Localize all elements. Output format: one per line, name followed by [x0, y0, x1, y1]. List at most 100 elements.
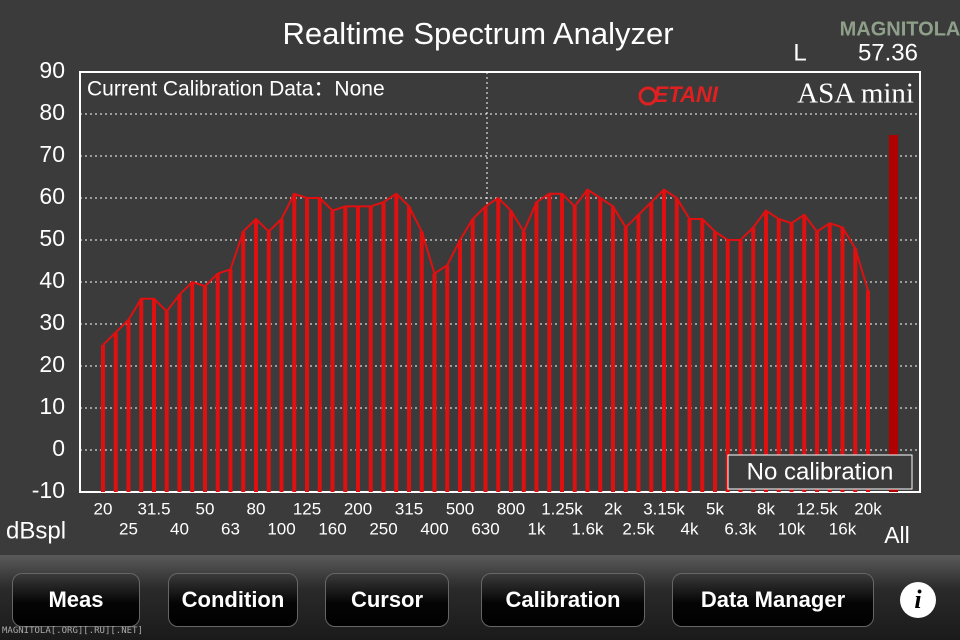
x-tick-label: 1.6k — [571, 519, 604, 538]
bar — [368, 206, 373, 492]
toolbar-button[interactable]: Meas — [12, 573, 140, 627]
bar — [254, 219, 258, 492]
x-tick-label: 5k — [706, 499, 724, 518]
bar — [534, 202, 539, 492]
bar — [470, 219, 475, 492]
x-tick-label: 2k — [604, 499, 622, 518]
bar — [725, 240, 730, 492]
x-tick-label: 10k — [778, 519, 806, 538]
x-tick-label: 100 — [267, 519, 295, 538]
y-tick-label: 10 — [39, 393, 65, 419]
x-tick-label: 25 — [119, 519, 138, 538]
x-tick-label: 40 — [170, 519, 189, 538]
brand: ETANI — [654, 82, 719, 107]
x-tick-label: 125 — [293, 499, 321, 518]
bar — [330, 210, 335, 492]
x-tick-label: 2.5k — [622, 519, 655, 538]
bar — [713, 231, 717, 492]
footer-watermark: MAGNITOLA[.ORG][.RU][.NET] — [2, 626, 143, 636]
bar — [317, 198, 322, 492]
bar — [177, 294, 182, 492]
bar — [789, 223, 794, 492]
x-tick-label: 200 — [344, 499, 372, 518]
bar — [636, 214, 641, 493]
bar — [445, 265, 450, 492]
y-tick-label: 40 — [39, 267, 65, 293]
level: 57.36 — [858, 39, 918, 66]
bar — [496, 198, 501, 492]
x-tick-label: 250 — [369, 519, 397, 538]
x-tick-label: 16k — [829, 519, 857, 538]
x-tick-label: 20k — [854, 499, 882, 518]
bar — [585, 189, 590, 492]
bar — [305, 198, 309, 492]
status-box — [727, 454, 913, 490]
x-tick-label: 80 — [247, 499, 266, 518]
y-tick-label: 60 — [39, 183, 65, 209]
bar — [241, 231, 246, 492]
bar — [139, 298, 144, 492]
bar — [292, 193, 297, 493]
bar — [215, 273, 220, 492]
bar — [840, 227, 845, 492]
bar — [521, 231, 526, 492]
bar — [343, 206, 348, 492]
x-tick-label: 3.15k — [643, 499, 685, 518]
bar — [228, 269, 233, 492]
bar — [113, 332, 118, 492]
toolbar-button[interactable]: Cursor — [325, 573, 449, 627]
bar — [815, 231, 819, 492]
x-tick-label: 1.25k — [541, 499, 583, 518]
toolbar-button[interactable]: Condition — [168, 573, 298, 627]
bar — [827, 223, 832, 492]
bar — [356, 206, 360, 492]
bar — [432, 273, 437, 492]
bar — [700, 219, 705, 492]
x-tick-label: 160 — [318, 519, 346, 538]
bar — [623, 227, 628, 492]
bar — [483, 206, 488, 492]
bar — [674, 198, 679, 492]
bar — [764, 210, 768, 492]
info-button[interactable]: i — [900, 582, 936, 618]
title: Realtime Spectrum Analyzer — [282, 16, 673, 51]
x-tick-label: 1k — [528, 519, 546, 538]
bar — [152, 298, 156, 492]
x-tick-label: 50 — [196, 499, 215, 518]
x-tick-label: 4k — [681, 519, 699, 538]
bar — [394, 193, 399, 493]
bar — [419, 231, 424, 492]
overall-label: All — [884, 522, 910, 548]
bar — [866, 290, 870, 492]
x-tick-label: 63 — [221, 519, 240, 538]
bar — [101, 345, 105, 492]
spectrum-line — [102, 188, 869, 346]
x-tick-label: 31.5 — [137, 499, 170, 518]
bar — [572, 206, 577, 492]
bar — [266, 231, 271, 492]
bar — [802, 214, 807, 493]
analyzer: Realtime Spectrum Analyzer MAGNITOLA L 5… — [6, 16, 960, 548]
toolbar-button[interactable]: Data Manager — [672, 573, 874, 627]
bar — [853, 248, 858, 492]
x-tick-label: 800 — [497, 499, 525, 518]
toolbar-button[interactable]: Calibration — [481, 573, 645, 627]
bar — [662, 189, 666, 492]
y-tick-label: 50 — [39, 225, 65, 251]
bar — [649, 202, 654, 492]
bar — [164, 311, 169, 492]
x-tick-label: 12.5k — [796, 499, 838, 518]
x-tick-label: 400 — [420, 519, 448, 538]
x-tick-label: 20 — [94, 499, 113, 518]
bar — [687, 219, 692, 492]
bar — [509, 210, 513, 492]
bar — [598, 198, 603, 492]
bar — [611, 206, 615, 492]
x-tick-label: 630 — [471, 519, 499, 538]
y-tick-label: 0 — [52, 435, 65, 461]
bar — [751, 227, 756, 492]
x-tick-label: 8k — [757, 499, 775, 518]
y-tick-label: 20 — [39, 351, 65, 377]
x-tick-label: 6.3k — [724, 519, 757, 538]
x-tick-label: 315 — [395, 499, 423, 518]
